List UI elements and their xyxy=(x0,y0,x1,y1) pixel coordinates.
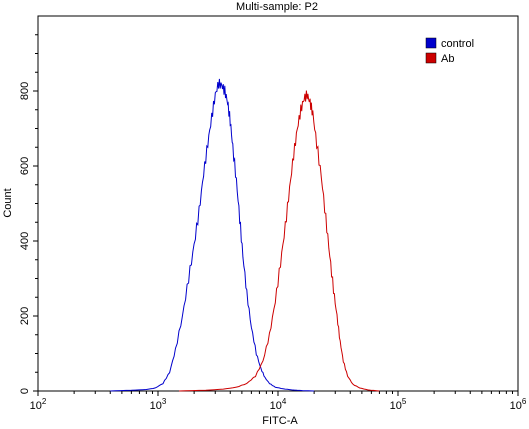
legend-label: control xyxy=(441,38,474,50)
y-tick-label: 0 xyxy=(19,388,31,394)
legend-label: Ab xyxy=(441,53,454,65)
chart-title: Multi-sample: P2 xyxy=(236,1,318,13)
legend-swatch xyxy=(425,37,437,49)
y-tick-label: 400 xyxy=(19,232,31,250)
series-layer xyxy=(110,78,380,392)
series-line-ab xyxy=(179,90,380,392)
x-axis-label: FITC-A xyxy=(262,415,298,427)
y-tick-label: 800 xyxy=(19,82,31,100)
y-tick-label: 200 xyxy=(19,307,31,325)
legend: control Ab xyxy=(425,37,474,65)
x-tick-label: 104 xyxy=(270,397,287,412)
legend-swatch xyxy=(425,52,437,64)
x-tick-label: 106 xyxy=(510,397,527,412)
plot-area xyxy=(37,15,519,392)
x-tick-label: 103 xyxy=(150,397,167,412)
y-axis-label: Count xyxy=(2,188,14,217)
x-tick-label: 105 xyxy=(390,397,407,412)
x-tick-label: 102 xyxy=(30,397,47,412)
series-line-control xyxy=(110,78,315,392)
y-tick-label: 600 xyxy=(19,157,31,175)
axes-layer: 102 103 104 105 106 0 200 400 600 800 xyxy=(19,34,527,412)
